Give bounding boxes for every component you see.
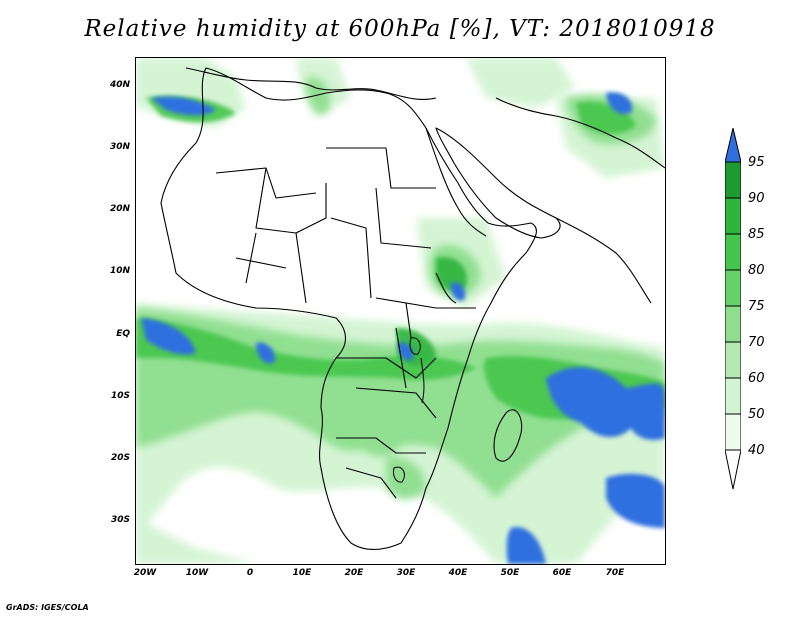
colorbar-svg <box>724 127 742 490</box>
lon-label-10w: 10W <box>185 568 209 578</box>
colorbar <box>724 127 742 490</box>
lat-label-30n: 30N <box>109 142 130 152</box>
colorbar-label-80: 80 <box>748 263 765 278</box>
lon-label-20w: 20W <box>133 568 157 578</box>
map-title: Relative humidity at 600hPa [%], VT: 201… <box>84 16 716 42</box>
coastline-borders <box>160 67 665 550</box>
colorbar-swatch-60-70 <box>724 341 742 379</box>
colorbar-swatch-90-95 <box>724 161 742 199</box>
colorbar-swatch-80-85 <box>724 233 742 271</box>
colorbar-label-90: 90 <box>748 191 765 206</box>
lon-label-0: 0 <box>246 568 254 578</box>
colorbar-label-75: 75 <box>748 299 765 314</box>
lat-label-10n: 10N <box>109 266 130 276</box>
map-svg <box>136 58 665 564</box>
humidity-fill-saturated <box>141 92 665 564</box>
colorbar-label-50: 50 <box>748 407 765 422</box>
lon-label-60e: 60E <box>552 568 572 578</box>
lat-label-20s: 20S <box>110 453 130 463</box>
lat-label-eq: EQ <box>116 329 130 339</box>
colorbar-label-70: 70 <box>748 335 765 350</box>
lon-label-30e: 30E <box>396 568 416 578</box>
colorbar-swatch-70-75 <box>724 305 742 343</box>
colorbar-label-95: 95 <box>748 155 765 170</box>
colorbar-underflow-triangle <box>724 449 742 490</box>
lakes <box>393 337 425 483</box>
colorbar-label-60: 60 <box>748 371 765 386</box>
lon-label-40e: 40E <box>448 568 468 578</box>
colorbar-swatch-75-80 <box>724 269 742 307</box>
colorbar-label-85: 85 <box>748 227 765 242</box>
colorbar-swatch-50-60 <box>724 377 742 415</box>
lon-label-20e: 20E <box>344 568 364 578</box>
colorbar-swatch-85-90 <box>724 197 742 235</box>
lat-label-20n: 20N <box>109 204 130 214</box>
lon-label-10e: 10E <box>292 568 312 578</box>
colorbar-swatch-40-50 <box>724 413 742 451</box>
map-plot-area <box>135 57 666 565</box>
lat-label-40n: 40N <box>109 80 130 90</box>
colorbar-label-40: 40 <box>748 443 765 458</box>
grads-credit: GrADS: IGES/COLA <box>6 603 89 612</box>
lon-label-70e: 70E <box>605 568 625 578</box>
lat-label-10s: 10S <box>110 391 130 401</box>
lon-label-50e: 50E <box>500 568 520 578</box>
lat-label-30s: 30S <box>110 515 130 525</box>
colorbar-overflow-triangle <box>724 127 742 163</box>
